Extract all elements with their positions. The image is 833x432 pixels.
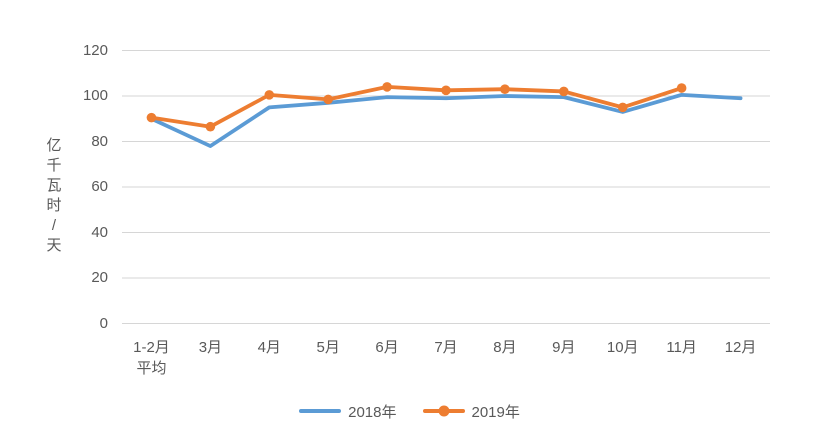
x-axis-label: 1-2月 平均 xyxy=(133,339,170,377)
x-axis-label: 5月 xyxy=(316,339,340,356)
x-axis-label: 8月 xyxy=(493,339,517,356)
legend-item-2019: 2019年 xyxy=(422,401,520,422)
y-axis-title-char: 千 xyxy=(46,157,62,174)
legend-line-swatch-2018 xyxy=(299,408,342,414)
series-marker-2019年 xyxy=(500,84,510,94)
x-axis-label: 4月 xyxy=(257,339,281,356)
y-axis-title-char: 时 xyxy=(46,197,62,214)
series-marker-2019年 xyxy=(676,83,687,93)
legend-label-2018: 2018年 xyxy=(348,403,397,421)
y-tick-label: 20 xyxy=(91,269,108,286)
y-tick-label: 40 xyxy=(91,223,108,241)
series-marker-2019年 xyxy=(382,82,392,92)
x-axis-label: 11月 xyxy=(666,339,697,356)
y-axis-title-char: 天 xyxy=(46,237,62,254)
y-tick-label: 60 xyxy=(91,178,108,195)
legend-item-2018: 2018年 xyxy=(299,401,397,422)
y-tick-label: 120 xyxy=(82,41,108,59)
legend-line-marker-swatch-2019 xyxy=(422,405,465,417)
y-tick-label: 100 xyxy=(82,87,108,104)
series-line-2018年 xyxy=(149,92,743,148)
y-tick-label: 80 xyxy=(91,132,108,150)
legend-label-2019: 2019年 xyxy=(471,403,520,421)
x-axis-label: 12月 xyxy=(724,339,757,356)
series-marker-2019年 xyxy=(441,85,451,96)
chart-legend: 2018年 2019年 xyxy=(0,400,819,422)
y-tick-label: 0 xyxy=(99,314,108,332)
y-axis-title-char: 亿 xyxy=(46,137,62,154)
series-marker-2019年 xyxy=(559,86,569,97)
y-axis-title-char: 瓦 xyxy=(46,177,62,194)
x-axis-label: 6月 xyxy=(375,339,399,356)
y-axis-title: 亿千瓦时 / 天 xyxy=(44,136,64,256)
series-marker-2019年 xyxy=(146,112,157,123)
y-axis-title-char: / xyxy=(51,217,57,234)
x-axis-label: 3月 xyxy=(198,339,223,356)
series-marker-2019年 xyxy=(617,102,628,113)
series-marker-2019年 xyxy=(264,90,275,100)
x-axis-label: 9月 xyxy=(552,339,576,356)
series-marker-2019年 xyxy=(323,94,333,105)
series-marker-2019年 xyxy=(205,121,216,132)
x-axis-label: 10月 xyxy=(606,339,639,356)
legend-marker-dot-icon xyxy=(438,405,449,417)
x-axis-label: 7月 xyxy=(434,339,458,356)
series-line-2019年 xyxy=(149,85,684,129)
